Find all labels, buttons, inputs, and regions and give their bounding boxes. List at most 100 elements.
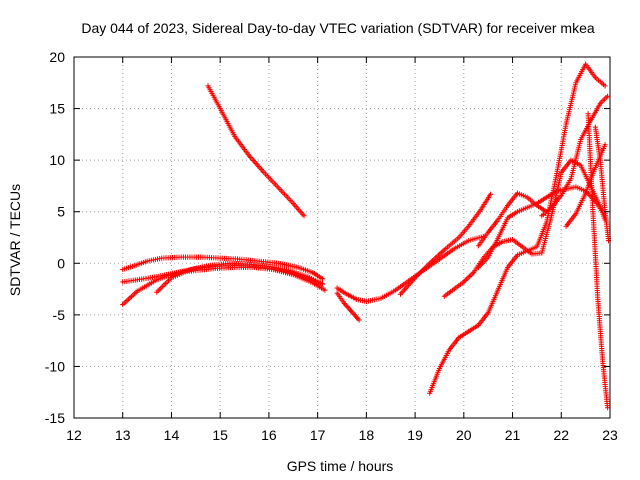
data-point: [565, 123, 567, 125]
data-point: [458, 336, 460, 339]
data-point: [190, 268, 192, 271]
x-tick-label: 16: [261, 427, 277, 443]
data-point: [160, 257, 163, 259]
data-point: [414, 276, 416, 279]
data-point: [199, 256, 202, 258]
data-point: [487, 311, 489, 314]
data-point: [487, 256, 489, 258]
data-point: [555, 190, 558, 192]
data-point: [531, 253, 533, 255]
series-track-1: [205, 83, 307, 219]
data-point: [346, 293, 348, 296]
data-point: [599, 102, 602, 105]
data-point: [606, 95, 609, 97]
data-point: [277, 262, 280, 265]
series-track-7: [334, 290, 362, 323]
data-point: [579, 164, 582, 167]
x-axis-title: GPS time / hours: [287, 458, 394, 474]
data-point: [607, 239, 610, 242]
data-point: [350, 310, 353, 313]
data-point: [438, 367, 441, 370]
data-point: [272, 268, 275, 271]
data-point: [599, 159, 602, 161]
series-track-12: [475, 190, 550, 249]
data-point: [526, 196, 528, 199]
data-point: [248, 263, 251, 266]
y-tick-label: -15: [45, 410, 65, 426]
series-markers: [475, 184, 608, 270]
data-point: [550, 215, 553, 217]
data-point: [540, 252, 543, 254]
plot-frame: [73, 56, 611, 419]
data-point: [511, 238, 514, 241]
data-point: [467, 239, 470, 242]
data-point: [516, 210, 519, 213]
data-point: [287, 269, 290, 272]
series-track-8: [397, 191, 494, 297]
data-point: [443, 249, 446, 251]
data-point: [258, 260, 260, 263]
data-point: [497, 289, 499, 291]
data-point: [487, 231, 489, 234]
series-track-16: [592, 124, 612, 244]
data-point: [506, 204, 509, 207]
data-point: [238, 258, 241, 260]
data-point: [336, 287, 338, 289]
series-layer: [120, 61, 612, 411]
data-point: [428, 262, 431, 265]
data-point: [497, 219, 499, 221]
x-tick-label: 23: [602, 427, 618, 443]
series-track-6: [334, 233, 486, 304]
data-point: [248, 155, 251, 157]
data-point: [565, 225, 567, 227]
y-tick-label: 0: [57, 255, 65, 271]
data-point: [540, 215, 543, 217]
data-point: [584, 63, 587, 66]
data-point: [516, 192, 519, 194]
series-track-9: [427, 61, 608, 396]
data-point: [575, 186, 577, 188]
data-point: [560, 171, 563, 174]
data-point: [399, 293, 402, 296]
data-point: [438, 258, 441, 260]
data-point: [606, 406, 609, 409]
axis-ticks: 12 13 14 15 16 17 18 19 20 21 22 23 -15 -10 -5 0 5 10 15 20: [45, 49, 618, 443]
x-tick-label: 18: [359, 427, 375, 443]
data-point: [521, 245, 524, 248]
series-track-2: [120, 254, 326, 282]
data-point: [594, 126, 597, 128]
data-point: [277, 187, 280, 189]
x-tick-label: 20: [456, 427, 472, 443]
y-tick-label: -5: [53, 307, 66, 323]
data-point: [604, 85, 606, 87]
data-point: [587, 112, 589, 115]
data-point: [463, 281, 465, 283]
data-point: [219, 257, 221, 259]
data-point: [453, 288, 455, 290]
data-point: [358, 319, 360, 321]
data-point: [472, 271, 475, 274]
data-point: [307, 275, 309, 278]
series-markers: [205, 83, 307, 219]
data-point: [545, 221, 548, 223]
series-markers: [427, 61, 608, 396]
data-point: [297, 266, 299, 269]
data-point: [234, 135, 236, 138]
x-tick-label: 21: [505, 427, 521, 443]
data-point: [394, 289, 397, 291]
data-point: [170, 276, 173, 279]
chart-title: Day 044 of 2023, Sidereal Day-to-day VTE…: [81, 20, 594, 36]
data-point: [482, 257, 485, 259]
data-point: [121, 268, 124, 271]
data-point: [146, 260, 148, 263]
data-point: [570, 159, 572, 161]
data-point: [584, 192, 587, 194]
series-track-5: [154, 260, 326, 295]
data-point: [560, 194, 563, 197]
data-point: [136, 278, 139, 281]
series-markers: [334, 233, 486, 304]
data-point: [311, 271, 314, 274]
data-point: [550, 206, 553, 209]
data-point: [545, 196, 548, 199]
